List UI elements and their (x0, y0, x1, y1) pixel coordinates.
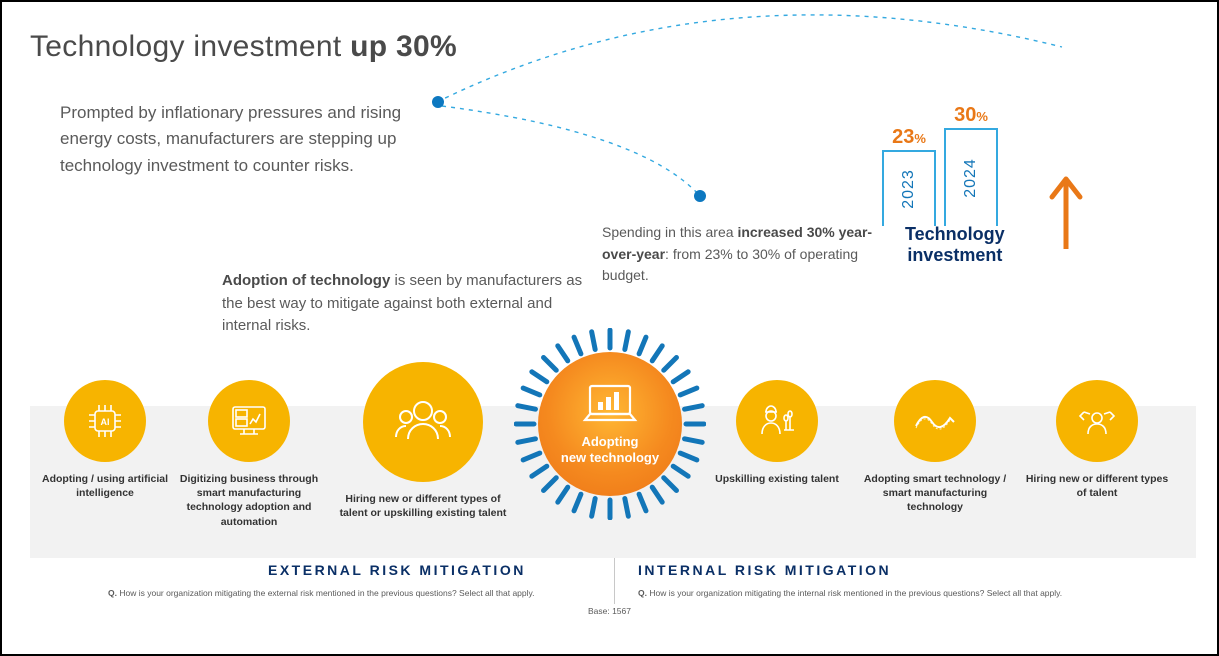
col-hiring-upskill: Hiring new or different types of talent … (338, 380, 508, 520)
external-header: EXTERNAL RISK MITIGATION (268, 562, 526, 578)
spending-text: Spending in this area increased 30% year… (602, 222, 882, 287)
title-bold: up 30% (350, 30, 457, 63)
worker-tools-icon (1056, 380, 1138, 462)
people-icon (363, 362, 483, 482)
dashboard-icon (208, 380, 290, 462)
spending-pre: Spending in this area (602, 224, 737, 240)
bar-2024-year: 2024 (962, 153, 980, 203)
arrow-up-icon (1048, 175, 1084, 253)
col-smart-tech-label: Adopting smart technology / smart manufa… (860, 472, 1010, 515)
worker-icon (736, 380, 818, 462)
sun-label: Adoptingnew technology (561, 434, 659, 465)
bar-2024-pct: 30% (946, 104, 996, 127)
external-question: Q. How is your organization mitigating t… (108, 588, 535, 598)
col-hiring-upskill-label: Hiring new or different types of talent … (338, 492, 508, 520)
adoption-bold: Adoption of technology (222, 272, 390, 289)
base-text: Base: 1567 (2, 606, 1217, 616)
internal-question: Q. How is your organization mitigating t… (638, 588, 1062, 598)
col-hiring: Hiring new or different types of talent (1022, 380, 1172, 500)
bar-2023-year: 2023 (900, 164, 918, 214)
mitigation-row: AI Adopting / using artificial intellige… (2, 362, 1217, 612)
col-digitizing: Digitizing business through smart manufa… (174, 380, 324, 529)
bar-2024: 30% 2024 (944, 128, 998, 226)
svg-text:AI: AI (101, 417, 110, 427)
central-sun: Adoptingnew technology (514, 328, 706, 520)
bar-2023: 23% 2023 (882, 150, 936, 226)
tech-investment-label: Technologyinvestment (905, 224, 1005, 265)
wave-icon (894, 380, 976, 462)
col-ai: AI Adopting / using artificial intellige… (30, 380, 180, 500)
col-smart-tech: Adopting smart technology / smart manufa… (860, 380, 1010, 515)
sun-core: Adoptingnew technology (538, 352, 682, 496)
title-pre: Technology investment (30, 30, 350, 63)
page-title: Technology investment up 30% (30, 30, 457, 64)
bar-2023-pct: 23% (884, 126, 934, 149)
col-digitizing-label: Digitizing business through smart manufa… (174, 472, 324, 529)
intro-text: Prompted by inflationary pressures and r… (60, 100, 450, 179)
internal-header: INTERNAL RISK MITIGATION (638, 562, 891, 578)
ai-icon: AI (64, 380, 146, 462)
col-ai-label: Adopting / using artificial intelligence (30, 472, 180, 500)
laptop-chart-icon (581, 382, 639, 428)
col-hiring-label: Hiring new or different types of talent (1022, 472, 1172, 500)
divider (614, 558, 615, 604)
col-upskill: Upskilling existing talent (702, 380, 852, 486)
col-upskill-label: Upskilling existing talent (702, 472, 852, 486)
